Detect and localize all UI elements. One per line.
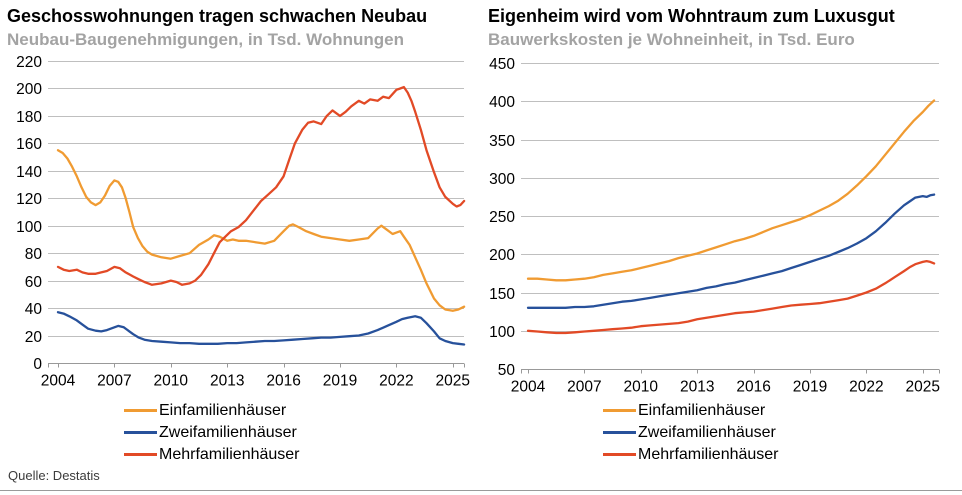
chart-subtitle-costs: Bauwerkskosten je Wohneinheit, in Tsd. E… (488, 30, 855, 49)
legend-item: Mehrfamilienhäuser (603, 444, 779, 465)
series-line-Zweifamilienhäuser (56, 311, 466, 346)
legend-permits: Einfamilienhäuser Zweifamilienhäuser Mehrf… (124, 400, 300, 465)
x-tick-label: 2007 (567, 379, 601, 396)
x-tick-label: 2007 (97, 373, 131, 390)
y-tick-label: 50 (498, 362, 516, 379)
chart-panel-permits: Geschosswohnungen tragen schwachen Neuba… (0, 0, 481, 470)
line-chart-costs: 50 100 150 200 250 300 350 400 450 2004 2007 2010 20… (489, 56, 940, 396)
legend-item: Einfamilienhäuser (124, 400, 300, 421)
x-tick-label: 2013 (210, 373, 244, 390)
x-tick-label: 2019 (323, 373, 357, 390)
x-tick-label: 2022 (379, 373, 413, 390)
y-tick-label: 400 (489, 94, 515, 111)
series-line-Mehrfamilienhäuser (526, 259, 936, 335)
y-tick-label: 350 (489, 133, 515, 150)
x-tick-label: 2016 (736, 379, 770, 396)
x-tick-label: 2019 (793, 379, 827, 396)
chart-title-costs: Eigenheim wird vom Wohntraum zum Luxusgu… (488, 6, 895, 26)
legend-item: Zweifamilienhäuser (603, 422, 779, 443)
source-note: Quelle: Destatis (8, 468, 100, 483)
legend-line-swatch (603, 431, 636, 434)
y-tick-label: 20 (25, 329, 43, 346)
chart-subtitle-permits: Neubau-Baugenehmigungen, in Tsd. Wohnung… (7, 30, 404, 49)
x-tick-label: 2025 (906, 379, 940, 396)
legend-costs: Einfamilienhäuser Zweifamilienhäuser Mehrf… (603, 400, 779, 465)
y-tick-label: 100 (489, 324, 515, 341)
y-tick-label: 40 (25, 301, 43, 318)
x-tick-label: 2016 (266, 373, 300, 390)
y-tick-label: 120 (16, 191, 42, 208)
y-tick-label: 80 (25, 246, 43, 263)
y-tick-label: 0 (33, 356, 42, 373)
x-tick-label: 2010 (154, 373, 189, 390)
series-line-Mehrfamilienhäuser (56, 85, 466, 286)
legend-label: Mehrfamilienhäuser (159, 445, 300, 463)
legend-line-swatch (603, 409, 636, 412)
legend-item: Mehrfamilienhäuser (124, 444, 300, 465)
x-tick-label: 2025 (436, 373, 470, 390)
legend-label: Zweifamilienhäuser (159, 423, 297, 441)
legend-label: Einfamilienhäuser (638, 401, 766, 419)
y-tick-label: 60 (25, 274, 43, 291)
legend-line-swatch (603, 453, 636, 456)
y-tick-label: 150 (489, 286, 515, 303)
legend-item: Zweifamilienhäuser (124, 422, 300, 443)
series-line-Zweifamilienhäuser (526, 193, 936, 309)
y-tick-label: 180 (16, 109, 42, 126)
y-tick-label: 200 (16, 81, 42, 98)
legend-label: Einfamilienhäuser (159, 401, 287, 419)
x-tick-label: 2004 (41, 373, 76, 390)
legend-label: Mehrfamilienhäuser (638, 445, 779, 463)
y-tick-label: 100 (16, 219, 42, 236)
legend-line-swatch (124, 431, 157, 434)
x-tick-label: 2004 (511, 379, 546, 396)
y-tick-label: 200 (489, 247, 515, 264)
line-chart-permits: 0 20 40 60 80 100 120 140 160 180 200 220 2004 2007 20… (16, 55, 470, 390)
y-tick-label: 450 (489, 56, 515, 73)
series-line-Einfamilienhäuser (56, 149, 466, 312)
legend-label: Zweifamilienhäuser (638, 423, 776, 441)
y-tick-label: 160 (16, 136, 42, 153)
x-tick-label: 2022 (849, 379, 883, 396)
y-tick-label: 300 (489, 171, 515, 188)
x-tick-label: 2013 (680, 379, 714, 396)
y-tick-label: 250 (489, 209, 515, 226)
x-tick-label: 2010 (624, 379, 659, 396)
chart-panel-costs: Eigenheim wird vom Wohntraum zum Luxusgu… (481, 0, 962, 470)
legend-line-swatch (124, 409, 157, 412)
chart-title-permits: Geschosswohnungen tragen schwachen Neuba… (7, 6, 428, 26)
y-tick-label: 140 (16, 164, 42, 181)
y-tick-label: 220 (16, 55, 42, 71)
series-line-Einfamilienhäuser (526, 99, 936, 282)
legend-line-swatch (124, 453, 157, 456)
legend-item: Einfamilienhäuser (603, 400, 779, 421)
bottom-divider (0, 490, 962, 491)
